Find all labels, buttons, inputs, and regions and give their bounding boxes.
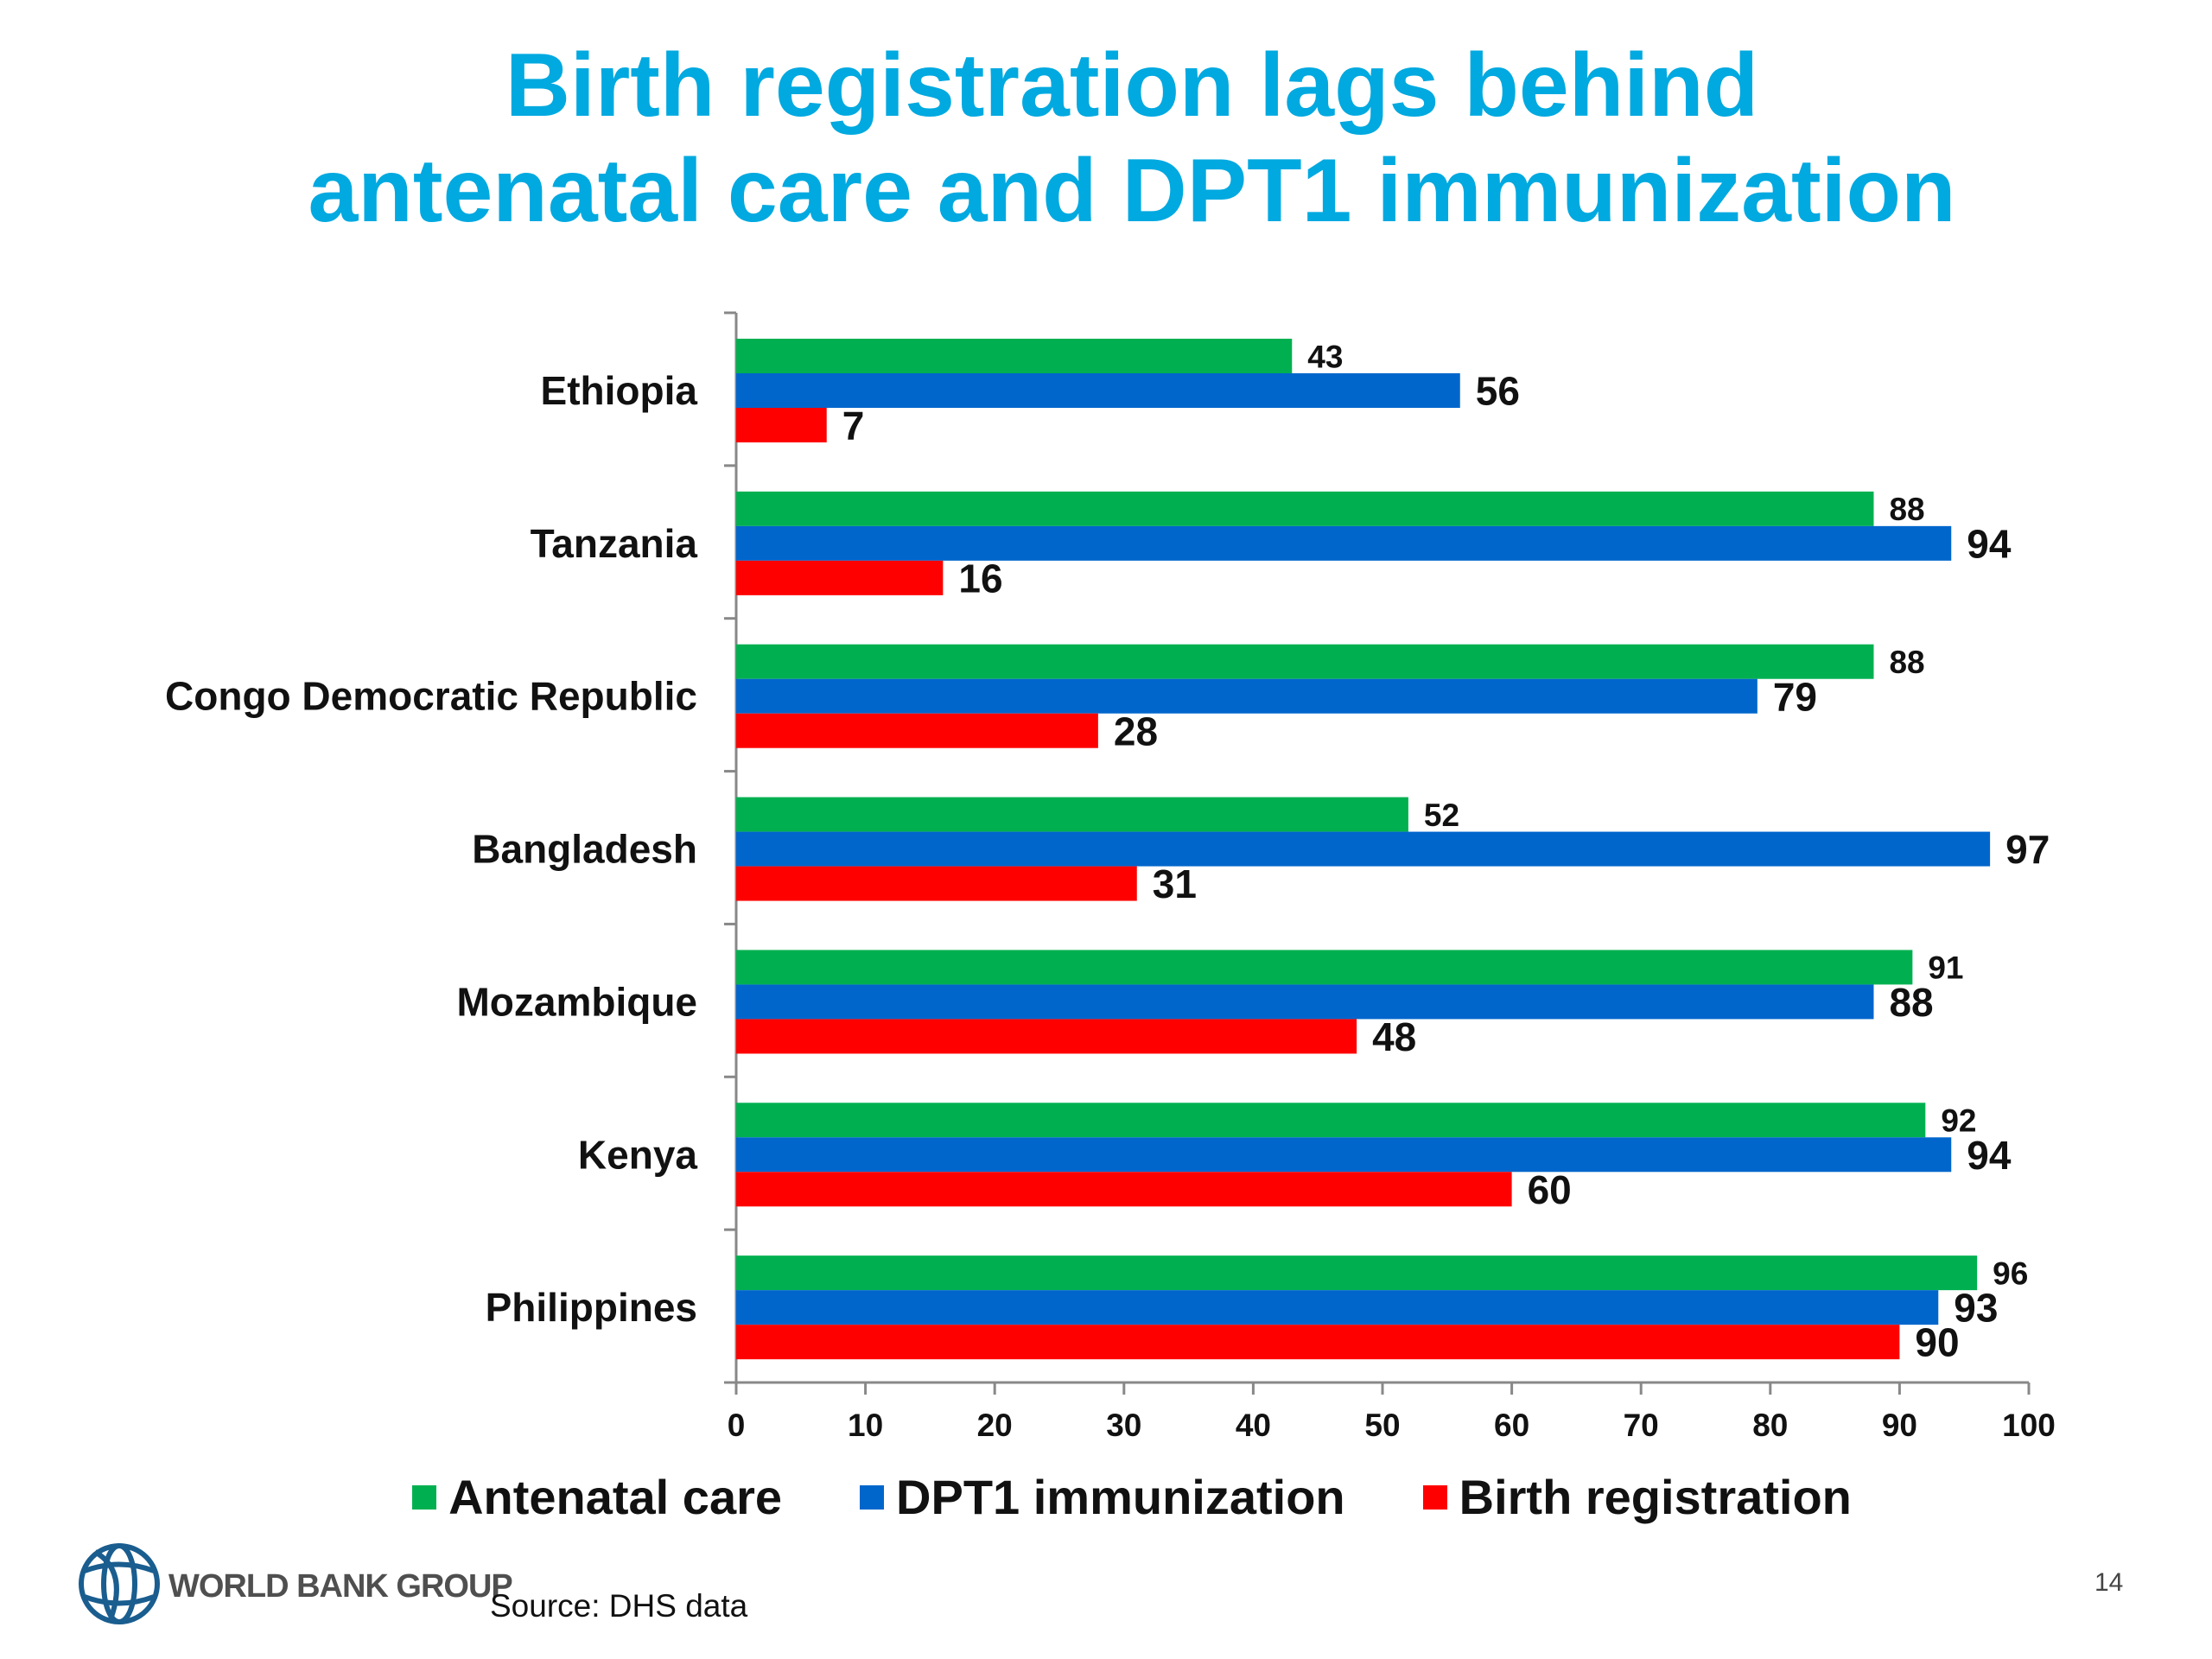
x-tick-label: 90 [1882, 1408, 1917, 1443]
bar-antenatal-care-ethiopia [736, 339, 1293, 373]
bar-antenatal-care-kenya [736, 1103, 1926, 1138]
value-label-birth-registration-congo-democratic-republic: 28 [1114, 709, 1158, 753]
bar-antenatal-care-congo-democratic-republic [736, 644, 1874, 679]
world-bank-globe-logo [79, 1543, 160, 1624]
legend-item-antenatal-care: Antenatal care [412, 1469, 782, 1525]
x-tick-label: 70 [1624, 1408, 1659, 1443]
value-label-dpt1-immunization-tanzania: 94 [1967, 521, 2012, 566]
value-label-antenatal-care-kenya: 92 [1941, 1103, 1976, 1139]
category-label-bangladesh: Bangladesh [472, 827, 697, 872]
value-label-antenatal-care-mozambique: 91 [1928, 950, 1963, 986]
value-label-antenatal-care-tanzania: 88 [1889, 492, 1924, 527]
value-label-antenatal-care-ethiopia: 43 [1307, 339, 1343, 374]
value-label-antenatal-care-congo-democratic-republic: 88 [1889, 645, 1924, 680]
value-label-antenatal-care-philippines: 96 [1993, 1255, 2028, 1291]
bar-antenatal-care-mozambique [736, 950, 1913, 985]
x-tick-label: 80 [1752, 1408, 1788, 1443]
legend-label-dpt1-immunization: DPT1 immunization [896, 1470, 1345, 1524]
bar-dpt1-immunization-tanzania [736, 525, 1952, 561]
value-label-dpt1-immunization-kenya: 94 [1967, 1133, 2012, 1178]
x-tick-label: 40 [1236, 1408, 1271, 1443]
x-tick-label: 100 [2002, 1408, 2056, 1443]
bar-birth-registration-tanzania [736, 560, 944, 595]
bar-birth-registration-bangladesh [736, 866, 1137, 901]
category-label-philippines: Philippines [486, 1285, 697, 1330]
x-tick-label: 30 [1106, 1408, 1141, 1443]
value-label-birth-registration-mozambique: 48 [1372, 1014, 1416, 1059]
x-tick-label: 20 [977, 1408, 1013, 1443]
x-tick-label: 60 [1494, 1408, 1529, 1443]
title-line-2: antenatal care and DPT1 immunization [308, 141, 1956, 241]
value-label-antenatal-care-bangladesh: 52 [1424, 798, 1459, 833]
bar-birth-registration-mozambique [736, 1019, 1357, 1054]
category-label-kenya: Kenya [578, 1132, 697, 1177]
chart-title: Birth registration lags behind antenatal… [0, 33, 2212, 244]
bar-birth-registration-congo-democratic-republic [736, 713, 1098, 748]
legend-label-birth-registration: Birth registration [1459, 1470, 1852, 1524]
bar-antenatal-care-tanzania [736, 491, 1874, 526]
bar-antenatal-care-bangladesh [736, 797, 1408, 832]
bar-dpt1-immunization-ethiopia [736, 373, 1460, 408]
x-tick-label: 50 [1364, 1408, 1400, 1443]
value-label-dpt1-immunization-mozambique: 88 [1889, 980, 1933, 1025]
bar-dpt1-immunization-philippines [736, 1290, 1939, 1325]
value-label-dpt1-immunization-bangladesh: 97 [2005, 827, 2050, 872]
title-line-1: Birth registration lags behind [505, 35, 1759, 136]
bar-dpt1-immunization-congo-democratic-republic [736, 678, 1758, 714]
value-label-birth-registration-ethiopia: 7 [842, 404, 865, 448]
category-label-mozambique: Mozambique [456, 979, 697, 1024]
bar-birth-registration-philippines [736, 1325, 1900, 1360]
value-label-birth-registration-tanzania: 16 [958, 556, 1002, 601]
value-label-birth-registration-philippines: 90 [1915, 1320, 1959, 1365]
category-label-ethiopia: Ethiopia [541, 368, 698, 413]
value-label-birth-registration-kenya: 60 [1528, 1167, 1572, 1212]
x-tick-label: 0 [728, 1408, 746, 1443]
legend-item-dpt1-immunization: DPT1 immunization [860, 1469, 1345, 1525]
value-label-birth-registration-bangladesh: 31 [1153, 861, 1197, 906]
value-label-dpt1-immunization-ethiopia: 56 [1476, 369, 1520, 414]
legend-swatch-birth-registration [1422, 1484, 1447, 1510]
value-label-dpt1-immunization-philippines: 93 [1954, 1286, 1998, 1331]
bar-dpt1-immunization-kenya [736, 1137, 1952, 1173]
category-label-tanzania: Tanzania [531, 521, 698, 566]
x-tick-label: 10 [848, 1408, 883, 1443]
legend-item-birth-registration: Birth registration [1422, 1469, 1852, 1525]
bar-dpt1-immunization-mozambique [736, 984, 1874, 1020]
chart-legend: Antenatal care DPT1 immunization Birth r… [0, 1469, 2212, 1525]
legend-swatch-dpt1-immunization [860, 1484, 885, 1510]
value-label-dpt1-immunization-congo-democratic-republic: 79 [1773, 674, 1817, 719]
bar-chart: 0 10 20 30 40 50 60 70 80 90 100 Ethiopia 43 56 7 Tanza… [165, 311, 2056, 1443]
bar-dpt1-immunization-bangladesh [736, 831, 1991, 867]
page-number: 14 [2094, 1568, 2124, 1597]
bar-antenatal-care-philippines [736, 1255, 1978, 1291]
bar-birth-registration-kenya [736, 1172, 1512, 1207]
bar-birth-registration-ethiopia [736, 408, 827, 442]
category-label-congo-democratic-republic: Congo Democratic Republic [165, 674, 697, 719]
legend-label-antenatal-care: Antenatal care [448, 1470, 783, 1524]
source-note: Source: DHS data [490, 1588, 748, 1624]
legend-swatch-antenatal-care [412, 1484, 437, 1510]
logo-text: WORLD BANK GROUP [168, 1568, 513, 1605]
